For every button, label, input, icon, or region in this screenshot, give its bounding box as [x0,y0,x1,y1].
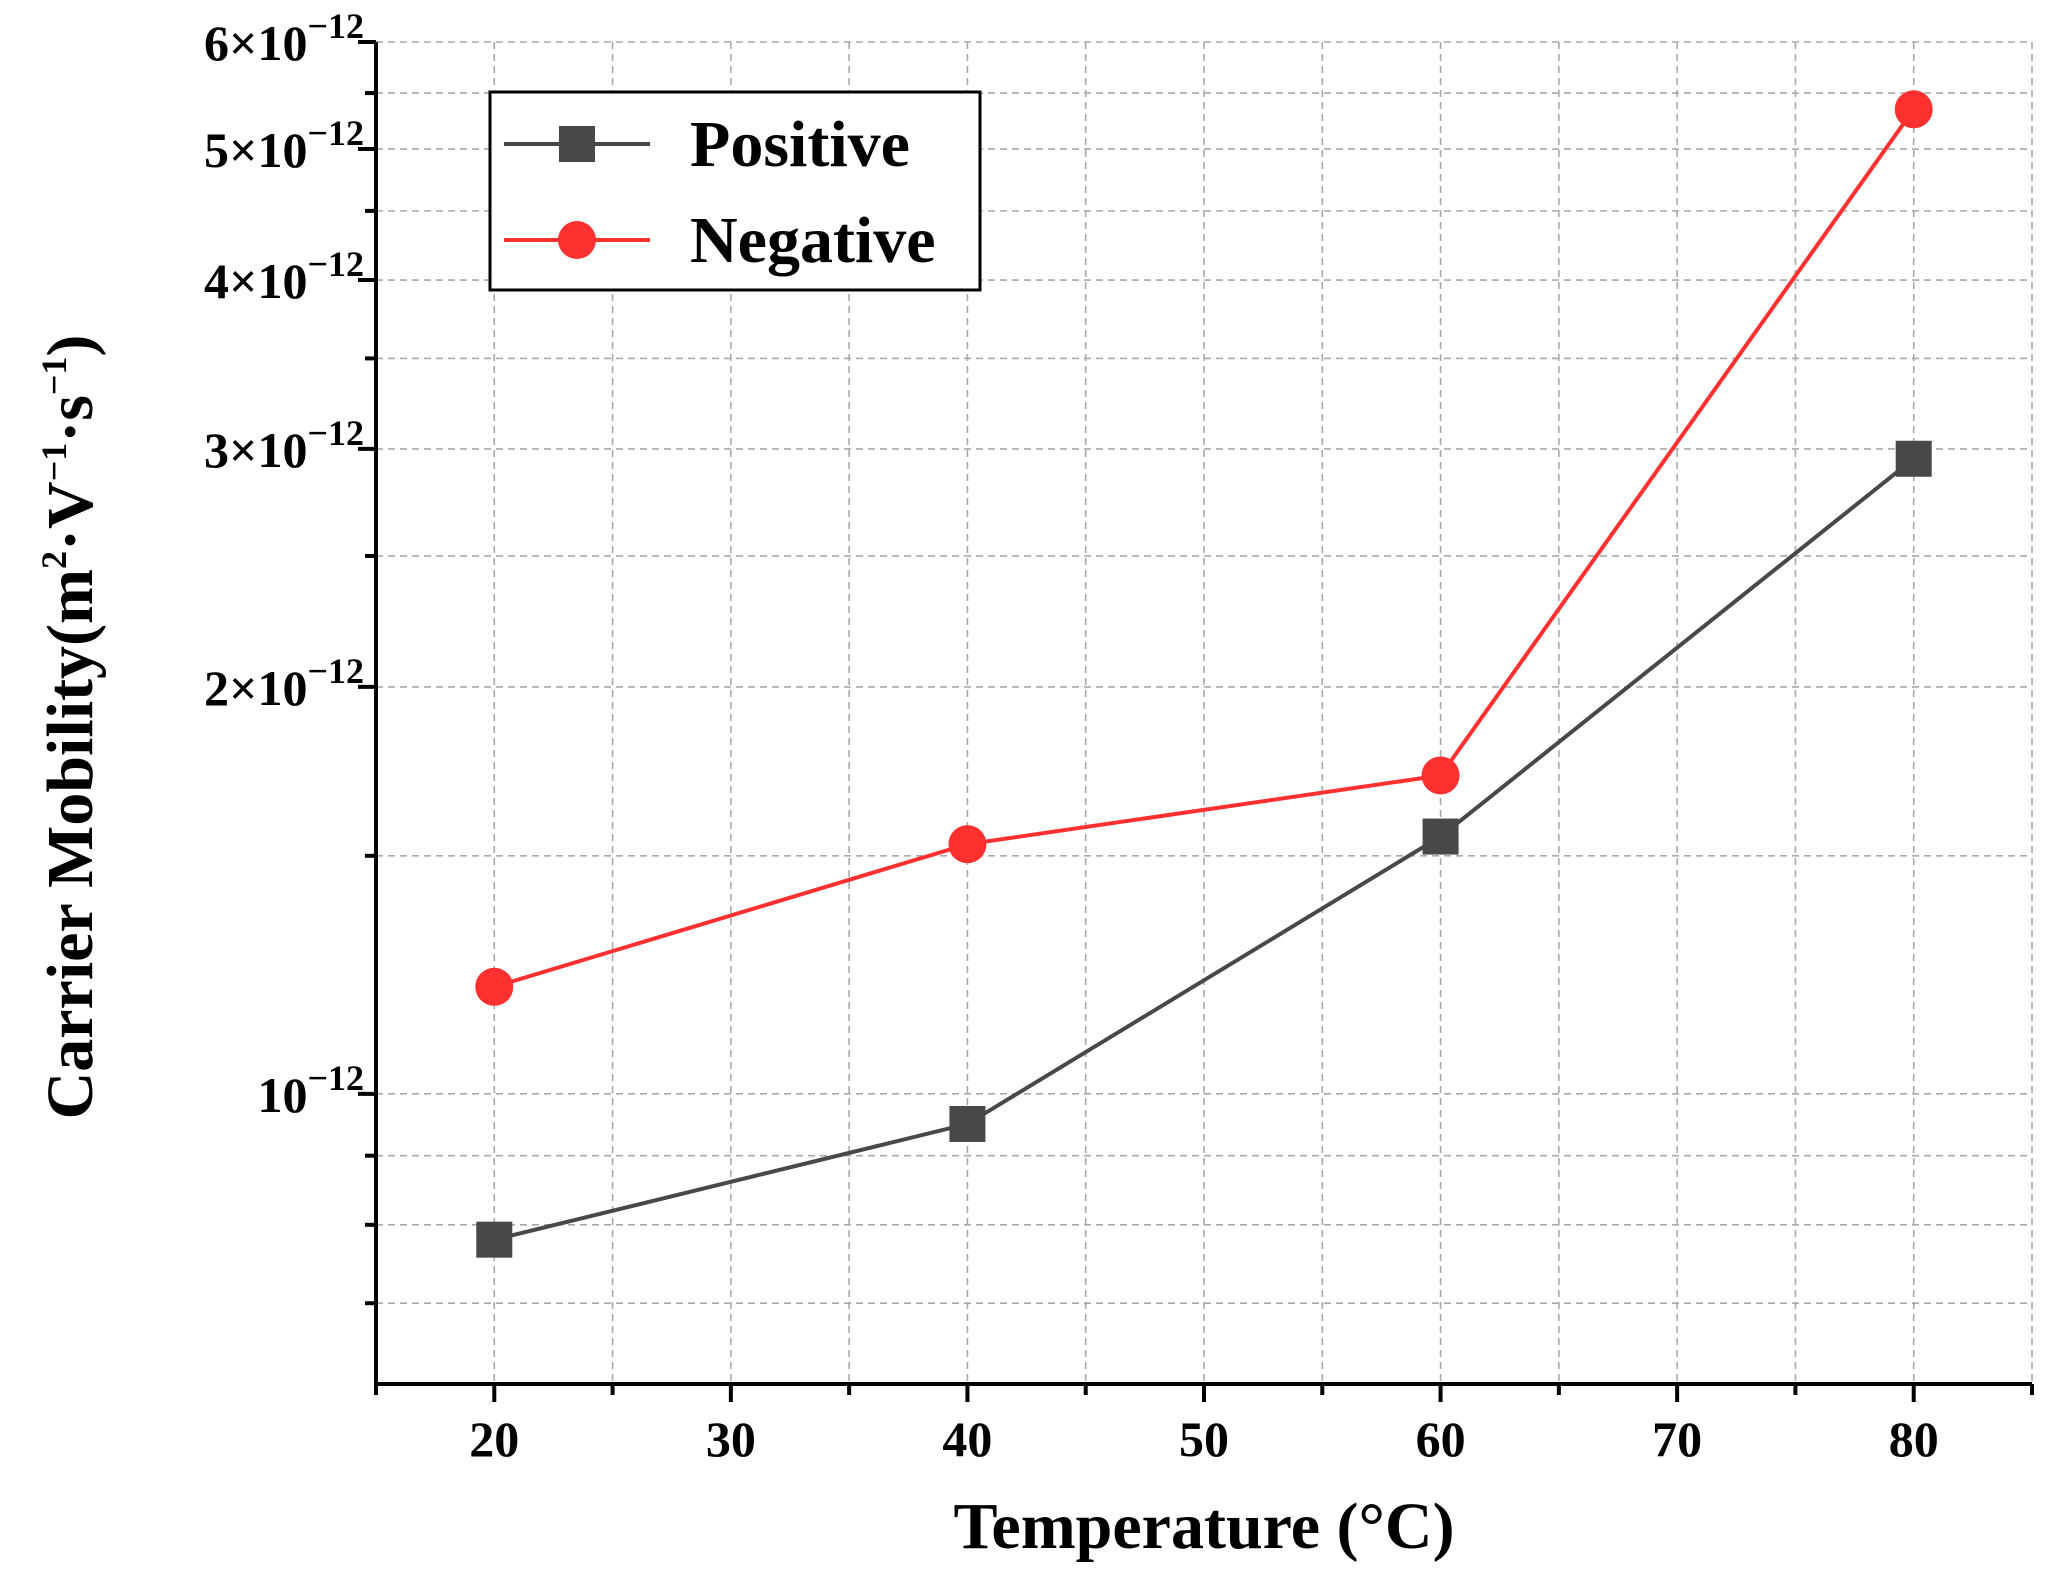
y-tick-label: 3×10−12 [204,413,364,478]
y-tick-mantissa: 4× [204,253,258,309]
y-title-superscript: −1 [34,443,74,482]
series-line-negative [493,108,1916,989]
data-point-positive [949,1105,986,1142]
y-tick-exponent: −12 [307,413,364,453]
data-point-negative [1894,90,1933,129]
y-tick-label: 10−12 [257,1058,364,1123]
y-tick-exponent: −12 [307,1058,364,1098]
y-title-superscript: −1 [34,357,74,396]
y-tick-mantissa: 2× [204,660,258,716]
y-tick-base: 10 [257,422,307,478]
grid [376,41,2033,1384]
x-tick-label: 50 [1179,1411,1229,1467]
y-title-unit-part: ·s [34,395,107,443]
y-tick-mantissa: 3× [204,422,258,478]
series-line-positive [493,457,1915,1242]
y-tick-label: 2×10−12 [204,651,364,716]
y-tick-base: 10 [257,122,307,178]
y-title-unit-part: (m [34,569,107,646]
x-tick-label: 70 [1652,1411,1702,1467]
y-tick-label: 4×10−12 [204,244,364,309]
x-axis-ticks: 20 30 40 50 60 70 80 [374,1384,2034,1467]
y-tick-mantissa: 6× [204,15,258,71]
legend-marker-square [559,126,595,162]
y-tick-exponent: −12 [307,244,364,284]
legend-label-positive: Positive [690,108,910,181]
y-tick-base: 10 [257,1067,307,1123]
y-axis-title: Carrier Mobility(m2·V−1·s−1) [34,335,107,1120]
y-title-unit-part: ·V [34,481,107,551]
data-point-positive [1895,440,1932,477]
y-tick-label: 5×10−12 [204,113,364,178]
data-point-negative [948,825,987,864]
y-axis-ticks: 10−122×10−123×10−124×10−125×10−126×10−12 [204,6,376,1306]
x-tick-label: 20 [469,1411,519,1467]
data-point-negative [475,967,514,1006]
y-title-text: Carrier Mobility [34,646,107,1119]
y-tick-base: 10 [257,253,307,309]
y-tick-mantissa: 5× [204,122,258,178]
y-tick-base: 10 [257,15,307,71]
data-point-positive [476,1221,513,1258]
y-tick-exponent: −12 [307,113,364,153]
legend-label-negative: Negative [690,204,936,277]
y-tick-base: 10 [257,660,307,716]
y-tick-label: 6×10−12 [204,6,364,71]
legend: Positive Negative [488,90,982,292]
data-point-positive [1422,818,1459,855]
x-tick-label: 40 [942,1411,992,1467]
x-tick-label: 80 [1889,1411,1939,1467]
y-title-superscript: 2 [34,551,74,569]
x-tick-label: 60 [1416,1411,1466,1467]
series-layer [475,90,1933,1258]
y-tick-exponent: −12 [307,6,364,46]
y-title-unit-part: ) [34,335,107,357]
x-tick-label: 30 [706,1411,756,1467]
y-tick-exponent: −12 [307,651,364,691]
x-axis-title: Temperature (°C) [953,1490,1454,1563]
data-point-negative [1421,756,1460,795]
legend-marker-circle [558,221,596,259]
